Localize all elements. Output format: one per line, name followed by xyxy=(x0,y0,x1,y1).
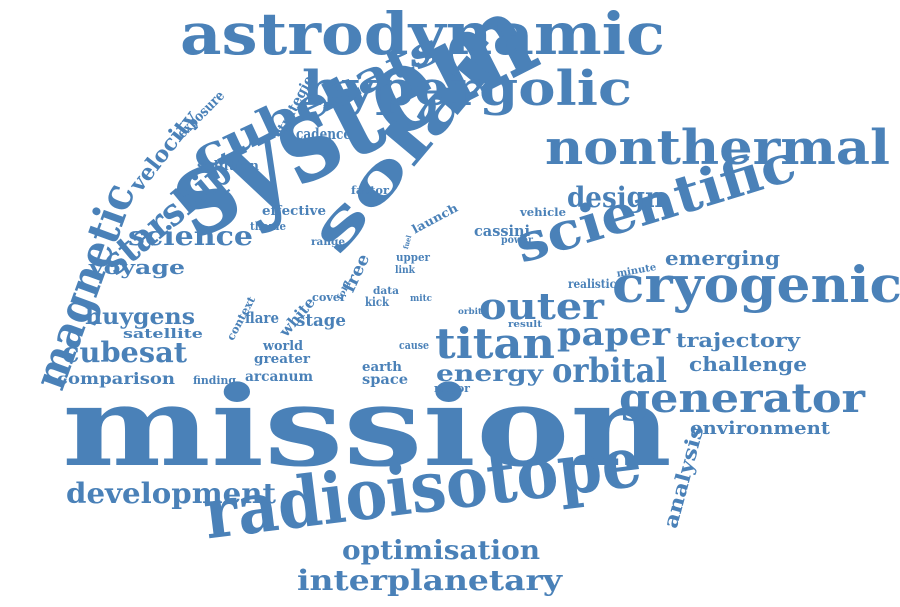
word-cryogenic: cryogenic xyxy=(612,255,900,314)
word-challenge: challenge xyxy=(689,352,807,376)
word-link: link xyxy=(395,265,415,276)
word-result: result xyxy=(508,320,542,330)
word-vehicle: vehicle xyxy=(520,206,566,219)
word-power: power xyxy=(501,235,533,246)
word-orbital: orbital xyxy=(552,351,667,391)
word-flare: flare xyxy=(245,309,279,327)
word-fuel: fuel xyxy=(401,234,414,251)
word-mission: mission xyxy=(62,362,672,491)
word-earth: earth xyxy=(362,360,402,375)
word-theme: theme xyxy=(250,220,286,233)
word-mitc: mitc xyxy=(410,294,432,304)
word-voyage: voyage xyxy=(89,255,185,279)
word-energy: energy xyxy=(436,361,543,387)
word-range: range xyxy=(311,237,345,248)
word-development: development xyxy=(66,477,276,510)
word-kick: kick xyxy=(365,295,389,309)
word-finding: finding xyxy=(193,374,236,387)
word-hypergolic: hypergolic xyxy=(302,61,632,117)
word-trajectory: trajectory xyxy=(676,328,800,352)
word-titan: titan xyxy=(435,319,555,368)
word-factor: factor xyxy=(351,184,389,197)
word-cassini: cassini xyxy=(474,222,530,240)
word-design: design xyxy=(567,181,664,214)
word-realistic: realistic xyxy=(568,277,616,291)
word-satellite: satellite xyxy=(123,327,203,342)
word-data: data xyxy=(373,286,399,297)
word-orbit: orbit xyxy=(458,306,482,316)
word-nonthermal: nonthermal xyxy=(545,120,890,176)
word-comparison: comparison xyxy=(57,369,175,388)
word-cubesat: cubesat xyxy=(62,336,187,369)
word-astrodynamic: astrodynamic xyxy=(180,0,665,68)
word-major: major xyxy=(434,382,470,395)
word-cause: cause xyxy=(399,339,429,352)
word-launch: launch xyxy=(409,200,461,237)
word-generator: generator xyxy=(619,375,865,422)
word-cover: cover xyxy=(312,291,346,304)
word-greater: greater xyxy=(254,352,310,367)
word-arcanum: arcanum xyxy=(245,369,313,385)
word-world: world xyxy=(263,339,303,354)
word-stage: stage xyxy=(296,311,346,331)
word-emerging: emerging xyxy=(665,246,780,270)
word-huygens: huygens xyxy=(85,304,195,330)
word-interplanetary: interplanetary xyxy=(297,564,562,597)
word-effective: effective xyxy=(262,204,326,219)
word-environment: environment xyxy=(690,418,830,439)
word-solution: solution xyxy=(197,159,259,174)
word-science: science xyxy=(128,222,253,252)
word-optimisation: optimisation xyxy=(342,536,540,566)
word-outer: outer xyxy=(479,286,604,328)
word-space: space xyxy=(362,372,408,388)
word-upper: upper xyxy=(396,251,430,264)
word-cadence: cadence xyxy=(296,125,351,143)
word-paper: paper xyxy=(557,315,670,353)
